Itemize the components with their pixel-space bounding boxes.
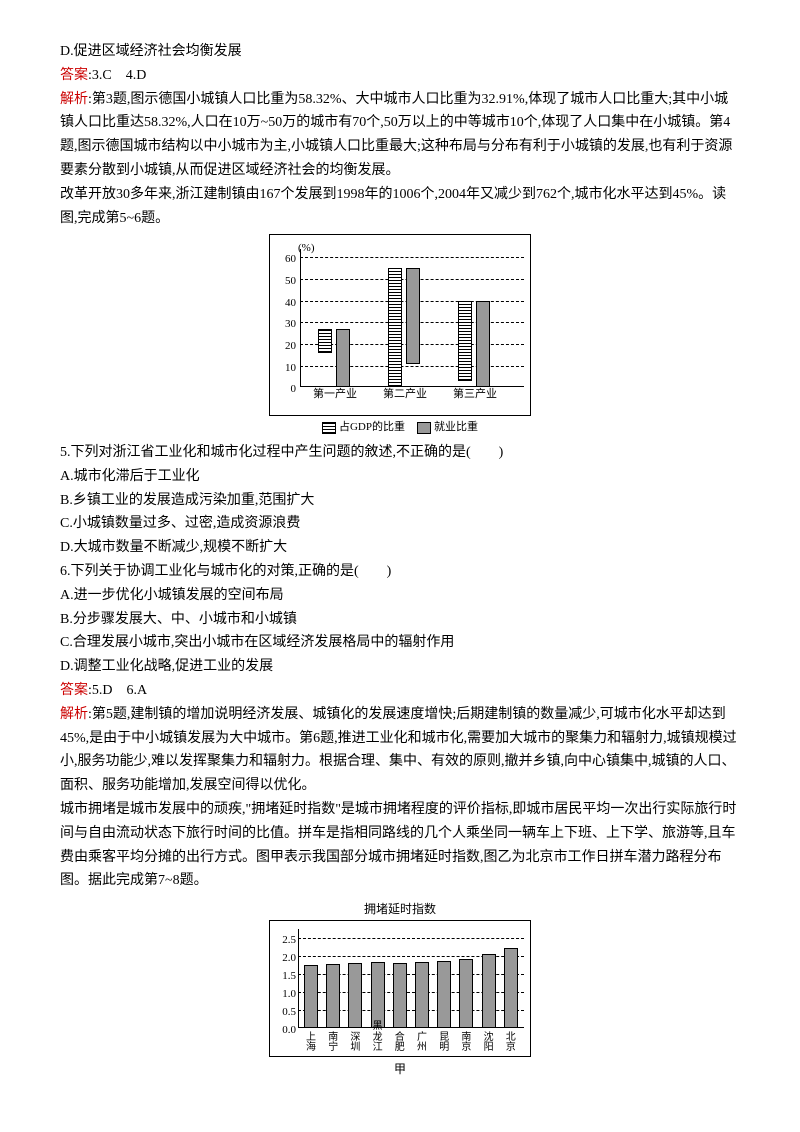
chart2-city-label: 上海 (302, 1033, 320, 1054)
chart1-bar-job (476, 301, 490, 388)
chart1-category-label: 第一产业 (310, 385, 360, 404)
q6a: A.进一步优化小城镇发展的空间布局 (60, 584, 740, 608)
explain-2: 解析:第5题,建制镇的增加说明经济发展、城镇化的发展速度增快;后期建制镇的数量减… (60, 703, 740, 798)
q5d: D.大城市数量不断减少,规模不断扩大 (60, 536, 740, 560)
chart2-ytick: 0.5 (282, 1003, 296, 1022)
chart2-city-label: 深圳 (346, 1033, 364, 1054)
legend-swatch-gdp (322, 422, 336, 434)
chart2-ytick: 2.5 (282, 931, 296, 950)
answer-label-2: 答案 (60, 683, 88, 698)
chart1-bar-gdp (458, 301, 472, 381)
chart2-city-label: 北京 (502, 1033, 520, 1054)
chart2-ytick: 2.0 (282, 949, 296, 968)
chart-1-wrap: (%)0102030405060第一产业第二产业第三产业 占GDP的比重 就业比… (60, 234, 740, 437)
q6c: C.合理发展小城市,突出小城市在区域经济发展格局中的辐射作用 (60, 631, 740, 655)
chart-2-caption: 甲 (269, 1059, 531, 1079)
chart-2: 0.00.51.01.52.02.5 上海南宁深圳黑龙江合肥广州昆明南京沈阳北京 (269, 920, 531, 1057)
chart2-city-label: 合肥 (391, 1033, 409, 1054)
chart2-bar (393, 963, 407, 1028)
explain-1: 解析:第3题,图示德国小城镇人口比重为58.32%、大中城市人口比重为32.91… (60, 88, 740, 183)
chart2-ytick: 1.5 (282, 967, 296, 986)
para-2: 改革开放30多年来,浙江建制镇由167个发展到1998年的1006个,2004年… (60, 183, 740, 231)
chart1-bar-gdp (388, 268, 402, 387)
chart-1-legend: 占GDP的比重 就业比重 (269, 418, 531, 437)
chart2-bar (371, 962, 385, 1028)
chart2-city-label: 南京 (457, 1033, 475, 1054)
chart2-city-label: 广州 (413, 1033, 431, 1054)
q6b: B.分步骤发展大、中、小城市和小城镇 (60, 608, 740, 632)
chart1-gridline (300, 257, 524, 258)
chart1-ytick: 10 (285, 359, 296, 378)
chart2-bar (326, 964, 340, 1028)
chart-1: (%)0102030405060第一产业第二产业第三产业 (269, 234, 531, 416)
chart1-category-label: 第三产业 (450, 385, 500, 404)
chart1-ytick: 0 (291, 380, 297, 399)
answer-label: 答案 (60, 68, 88, 83)
option-d: D.促进区域经济社会均衡发展 (60, 40, 740, 64)
chart1-ytick: 40 (285, 294, 296, 313)
chart2-bar (415, 962, 429, 1028)
chart1-bar-gdp (318, 329, 332, 353)
chart2-bar (504, 948, 518, 1027)
para-3: 城市拥堵是城市发展中的顽疾,"拥堵延时指数"是城市拥堵程度的评价指标,即城市居民… (60, 798, 740, 893)
chart2-bar (304, 965, 318, 1028)
q5c: C.小城镇数量过多、过密,造成资源浪费 (60, 512, 740, 536)
chart1-ytick: 30 (285, 315, 296, 334)
q6: 6.下列关于协调工业化与城市化的对策,正确的是( ) (60, 560, 740, 584)
q6d: D.调整工业化战略,促进工业的发展 (60, 655, 740, 679)
chart2-city-label: 昆明 (435, 1033, 453, 1054)
answer-1: 答案:3.C 4.D (60, 64, 740, 88)
chart-2-title: 拥堵延时指数 (269, 899, 531, 919)
chart2-bar (482, 954, 496, 1028)
chart1-category-label: 第二产业 (380, 385, 430, 404)
answer-2: 答案:5.D 6.A (60, 679, 740, 703)
chart1-bar-job (406, 268, 420, 363)
chart1-ytick: 60 (285, 250, 296, 269)
q5b: B.乡镇工业的发展造成污染加重,范围扩大 (60, 489, 740, 513)
chart2-city-label: 黑龙江 (369, 1022, 387, 1054)
explain-label: 解析 (60, 92, 88, 107)
legend-swatch-job (417, 422, 431, 434)
q5a: A.城市化滞后于工业化 (60, 465, 740, 489)
chart2-city-label: 南宁 (324, 1033, 342, 1054)
chart2-city-label: 沈阳 (480, 1033, 498, 1054)
explain-label-2: 解析 (60, 707, 88, 722)
chart1-ytick: 20 (285, 337, 296, 356)
chart2-ytick: 1.0 (282, 985, 296, 1004)
chart-2-wrap: 拥堵延时指数 0.00.51.01.52.02.5 上海南宁深圳黑龙江合肥广州昆明… (60, 897, 740, 1079)
chart2-bar (348, 963, 362, 1028)
chart2-gridline (298, 938, 524, 939)
chart2-bar (459, 959, 473, 1027)
chart1-bar-job (336, 329, 350, 388)
chart2-ytick: 0.0 (282, 1021, 296, 1040)
q5: 5.下列对浙江省工业化和城市化过程中产生问题的敘述,不正确的是( ) (60, 441, 740, 465)
chart2-bar (437, 961, 451, 1028)
chart1-ytick: 50 (285, 272, 296, 291)
